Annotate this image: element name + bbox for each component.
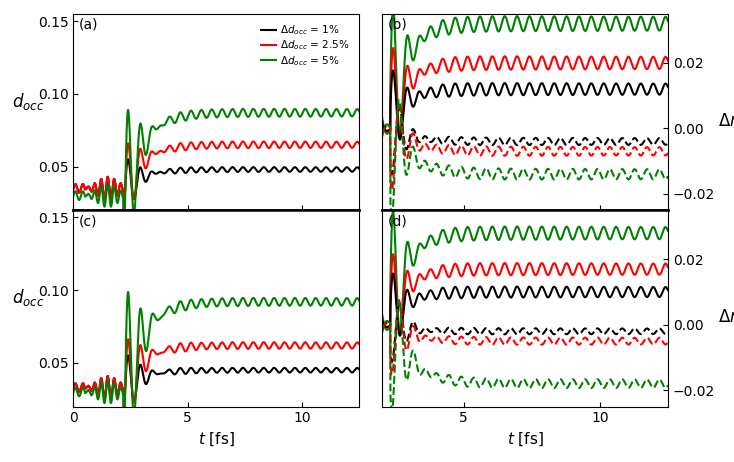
Y-axis label: $\Delta n$: $\Delta n$ — [718, 309, 734, 326]
Y-axis label: $d_{occ}$: $d_{occ}$ — [12, 287, 44, 309]
Text: (c): (c) — [79, 214, 98, 228]
Legend: $\Delta d_{occ}$ = 1%, $\Delta d_{occ}$ = 2.5%, $\Delta d_{occ}$ = 5%: $\Delta d_{occ}$ = 1%, $\Delta d_{occ}$ … — [256, 19, 354, 72]
Text: (a): (a) — [79, 18, 98, 32]
Y-axis label: $d_{occ}$: $d_{occ}$ — [12, 91, 44, 112]
X-axis label: $t$ [fs]: $t$ [fs] — [198, 431, 235, 449]
X-axis label: $t$ [fs]: $t$ [fs] — [506, 431, 543, 449]
Text: (b): (b) — [388, 18, 407, 32]
Y-axis label: $\Delta n$: $\Delta n$ — [718, 112, 734, 130]
Text: (d): (d) — [388, 214, 407, 228]
